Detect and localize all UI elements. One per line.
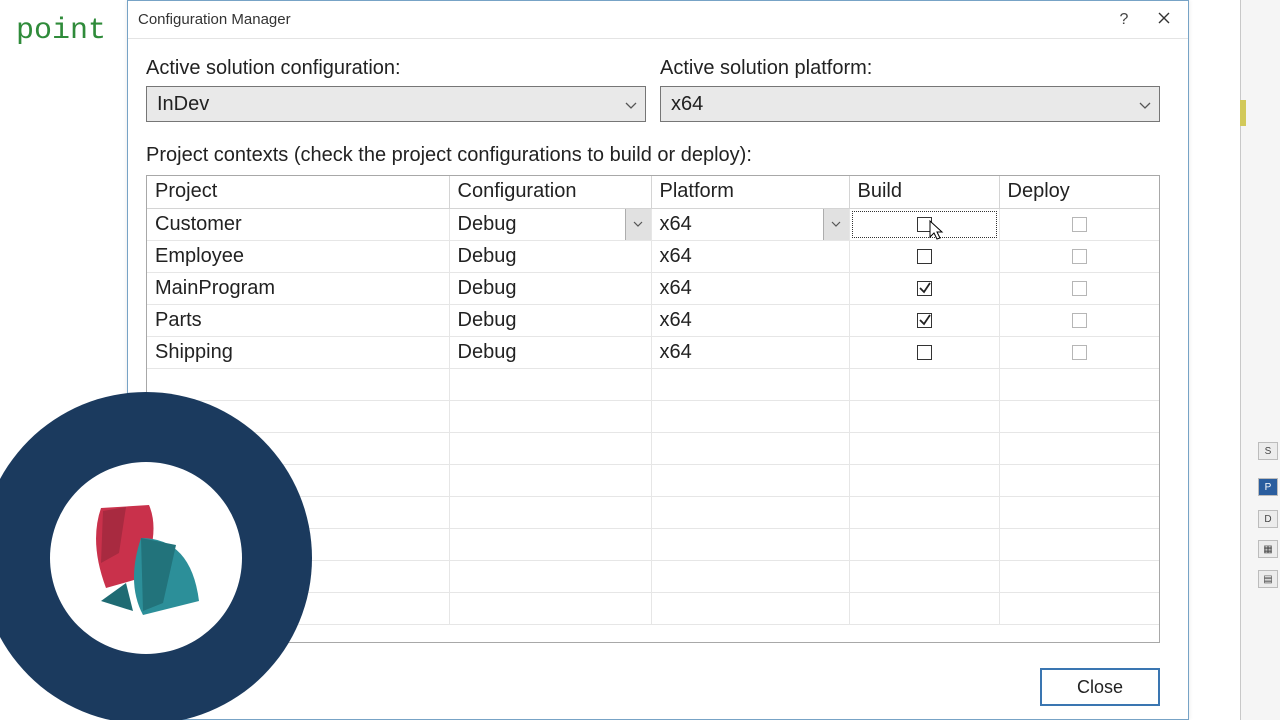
solution-config-value: InDev <box>157 93 625 116</box>
deploy-cell <box>999 208 1159 240</box>
configuration-cell[interactable]: Debug <box>449 336 651 368</box>
table-row: CustomerDebugx64 <box>147 208 1159 240</box>
solution-platform-dropdown[interactable]: x64 <box>660 86 1160 122</box>
configuration-cell[interactable]: Debug <box>449 240 651 272</box>
col-deploy[interactable]: Deploy <box>999 176 1159 208</box>
configuration-cell[interactable]: Debug <box>449 272 651 304</box>
config-dropdown-button[interactable] <box>625 209 651 240</box>
chevron-down-icon <box>625 93 637 116</box>
panel-icon-2: ▤ <box>1258 570 1278 588</box>
platform-cell[interactable]: x64 <box>651 272 849 304</box>
project-cell: MainProgram <box>147 272 449 304</box>
panel-letter-s: S <box>1258 442 1278 460</box>
table-row-empty <box>147 432 1159 464</box>
help-button[interactable]: ? <box>1104 5 1144 35</box>
build-checkbox[interactable] <box>917 217 932 232</box>
deploy-cell <box>999 272 1159 304</box>
build-checkbox[interactable] <box>917 281 932 296</box>
deploy-cell <box>999 240 1159 272</box>
build-cell <box>849 304 999 336</box>
scroll-marker <box>1240 100 1246 126</box>
chevron-down-icon <box>1139 93 1151 116</box>
right-panel-sliver: S P D ▦ ▤ <box>1240 0 1280 720</box>
close-icon <box>1158 11 1170 29</box>
close-button[interactable]: Close <box>1040 668 1160 706</box>
help-icon: ? <box>1120 11 1129 29</box>
platform-cell[interactable]: x64 <box>651 304 849 336</box>
configuration-cell[interactable]: Debug <box>449 208 651 240</box>
col-build[interactable]: Build <box>849 176 999 208</box>
build-checkbox[interactable] <box>917 313 932 328</box>
table-row: ShippingDebugx64 <box>147 336 1159 368</box>
table-row: MainProgramDebugx64 <box>147 272 1159 304</box>
table-row-empty <box>147 464 1159 496</box>
project-cell: Shipping <box>147 336 449 368</box>
table-row-empty <box>147 368 1159 400</box>
window-close-button[interactable] <box>1144 5 1184 35</box>
platform-cell[interactable]: x64 <box>651 208 849 240</box>
deploy-cell <box>999 304 1159 336</box>
deploy-checkbox[interactable] <box>1072 281 1087 296</box>
solution-config-dropdown[interactable]: InDev <box>146 86 646 122</box>
panel-icon-1: ▦ <box>1258 540 1278 558</box>
project-cell: Employee <box>147 240 449 272</box>
deploy-checkbox[interactable] <box>1072 345 1087 360</box>
table-row: PartsDebugx64 <box>147 304 1159 336</box>
deploy-checkbox[interactable] <box>1072 217 1087 232</box>
dialog-titlebar: Configuration Manager ? <box>128 1 1188 39</box>
platform-cell[interactable]: x64 <box>651 240 849 272</box>
panel-letter-p: P <box>1258 478 1278 496</box>
deploy-checkbox[interactable] <box>1072 313 1087 328</box>
build-checkbox[interactable] <box>917 249 932 264</box>
platform-cell[interactable]: x64 <box>651 336 849 368</box>
build-cell <box>849 240 999 272</box>
solution-config-label: Active solution configuration: <box>146 57 646 80</box>
col-project[interactable]: Project <box>147 176 449 208</box>
watermark-inner <box>50 462 242 654</box>
build-cell <box>849 272 999 304</box>
configuration-cell[interactable]: Debug <box>449 304 651 336</box>
project-contexts-label: Project contexts (check the project conf… <box>146 144 1160 167</box>
solution-platform-label: Active solution platform: <box>660 57 1160 80</box>
platform-dropdown-button[interactable] <box>823 209 849 240</box>
table-row-empty <box>147 400 1159 432</box>
dialog-title: Configuration Manager <box>138 11 1104 28</box>
col-configuration[interactable]: Configuration <box>449 176 651 208</box>
project-cell: Parts <box>147 304 449 336</box>
build-checkbox[interactable] <box>917 345 932 360</box>
deploy-cell <box>999 336 1159 368</box>
project-cell: Customer <box>147 208 449 240</box>
solution-platform-value: x64 <box>671 93 1139 116</box>
background-code-text: point <box>16 14 106 48</box>
dialog-footer: Close <box>128 655 1188 719</box>
grid-header-row: Project Configuration Platform Build Dep… <box>147 176 1159 208</box>
panel-letter-d: D <box>1258 510 1278 528</box>
deploy-checkbox[interactable] <box>1072 249 1087 264</box>
col-platform[interactable]: Platform <box>651 176 849 208</box>
build-cell <box>849 336 999 368</box>
watermark-logo-icon <box>71 483 221 633</box>
table-row: EmployeeDebugx64 <box>147 240 1159 272</box>
build-cell <box>849 208 999 240</box>
